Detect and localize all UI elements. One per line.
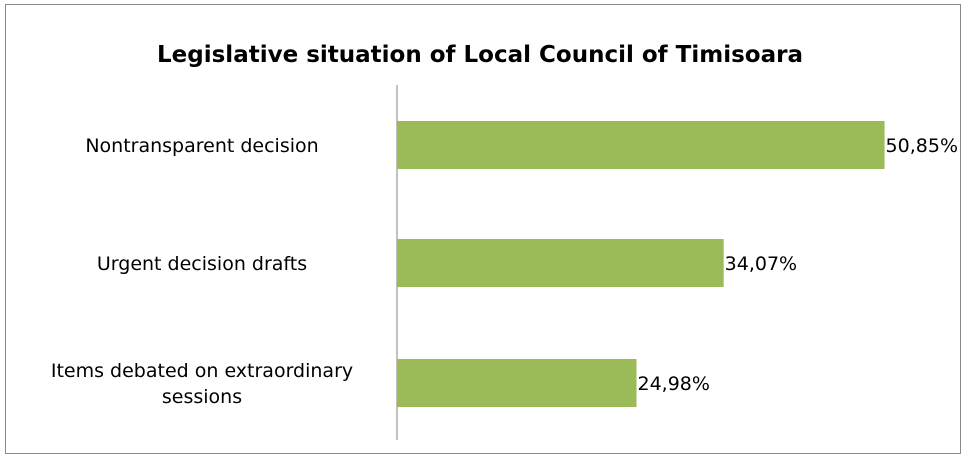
value-label-1: 50,85% [886,135,958,157]
category-label-3: Items debated on extraordinary sessions [51,360,353,408]
chart-title: Legislative situation of Local Council o… [157,42,803,68]
value-label-2: 34,07% [725,253,797,275]
category-label-1: Nontransparent decision [85,135,318,157]
bar-1 [397,121,885,169]
bar-2 [397,239,724,287]
bar-3 [397,359,637,407]
value-label-3: 24,98% [638,373,710,395]
bars-group: 50,85% Nontransparent decision 34,07% Urgen… [51,121,958,408]
category-label-2: Urgent decision drafts [97,253,307,275]
